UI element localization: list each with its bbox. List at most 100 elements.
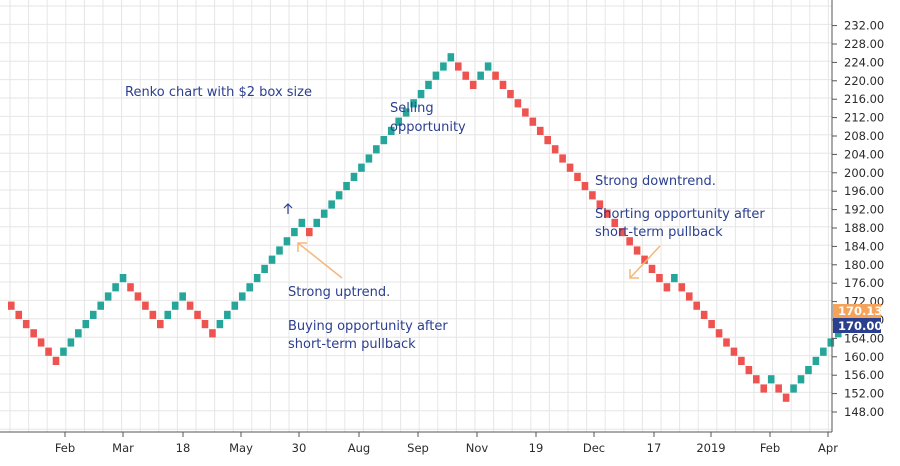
selling-annotation-line2: opportunity [390, 120, 466, 135]
brick-up [89, 310, 97, 319]
brick-up [246, 283, 253, 292]
brick-down [626, 237, 633, 246]
shorting-annotation-line2: short-term pullback [595, 225, 723, 240]
chart-title-annotation: Renko chart with $2 box size [125, 85, 312, 100]
brick-down [745, 366, 753, 375]
brick-down [499, 80, 507, 89]
y-tick-label: 220.00 [844, 74, 884, 88]
y-tick-label: 200.00 [844, 166, 884, 180]
selling-annotation-line1: Selling [390, 101, 434, 116]
brick-up [805, 366, 812, 375]
brick-up [827, 338, 835, 347]
brick-down [715, 329, 723, 338]
brick-down [656, 274, 663, 283]
brick-down [551, 145, 559, 154]
brick-up [276, 246, 283, 255]
brick-up [410, 99, 417, 108]
brick-up [343, 182, 350, 191]
brick-down [127, 283, 134, 292]
brick-down [596, 200, 604, 209]
brick-down [678, 283, 686, 292]
x-tick-label: 19 [529, 441, 544, 455]
grid [0, 0, 832, 432]
brick-up [767, 375, 775, 384]
brick-up [373, 145, 380, 154]
x-tick-label: Sep [407, 441, 429, 455]
brick-down [134, 292, 142, 301]
brick-up [328, 200, 335, 209]
brick-down [15, 310, 23, 319]
brick-down [663, 283, 671, 292]
brick-up [365, 154, 373, 163]
y-tick-label: 156.00 [844, 368, 884, 382]
brick-down [760, 384, 768, 393]
svg-text:170.13: 170.13 [838, 304, 882, 318]
up-arrow-marker [283, 203, 293, 214]
brick-down [611, 218, 619, 227]
brick-down [648, 264, 656, 273]
brick-up [298, 218, 306, 227]
brick-down [685, 292, 693, 301]
brick-up [425, 80, 432, 89]
y-tick-label: 152.00 [844, 387, 884, 401]
brick-up [82, 320, 90, 329]
x-tick-label: Apr [818, 441, 838, 455]
x-tick-label: Feb [760, 441, 780, 455]
buying-annotation-line1: Buying opportunity after [288, 319, 448, 334]
brick-down [633, 246, 641, 255]
x-tick-label: 30 [292, 441, 307, 455]
y-tick-label: 164.00 [844, 331, 884, 345]
brick-down [30, 329, 37, 338]
brick-down [514, 99, 522, 108]
brick-down [723, 338, 730, 347]
x-tick-label: May [229, 441, 253, 455]
x-axis-ticks: Feb Mar 18 May 30 Aug Sep Nov 19 Dec 17 2019 Feb Apr [55, 432, 838, 455]
brick-up [834, 329, 842, 338]
brick-up [350, 172, 358, 181]
brick-down [37, 338, 45, 347]
x-tick-label: Dec [583, 441, 605, 455]
brick-down [52, 356, 60, 365]
brick-down [201, 320, 209, 329]
brick-up [313, 218, 321, 227]
brick-up [75, 329, 82, 338]
brick-up [447, 53, 455, 62]
brick-up [432, 71, 440, 80]
brick-down [45, 347, 52, 356]
brick-up [164, 310, 172, 319]
brick-down [566, 163, 574, 172]
brick-down [775, 384, 782, 393]
y-tick-label: 184.00 [844, 239, 884, 253]
brick-up [253, 274, 261, 283]
y-tick-label: 204.00 [844, 147, 884, 161]
brick-down [306, 228, 313, 237]
brick-up [380, 136, 388, 145]
brick-up [67, 338, 75, 347]
x-tick-label: Aug [348, 441, 370, 455]
brick-up [216, 320, 224, 329]
price-badge-upper: 170.13 [833, 304, 882, 318]
brick-down [604, 209, 611, 218]
y-tick-label: 228.00 [844, 37, 884, 51]
brick-down [753, 375, 760, 384]
uptrend-arrow [297, 242, 343, 279]
brick-down [529, 117, 537, 126]
brick-down [782, 393, 790, 402]
uptrend-annotation: Strong uptrend. [288, 285, 390, 300]
y-tick-label: 232.00 [844, 19, 884, 33]
brick-up [97, 301, 104, 310]
brick-up [820, 347, 827, 356]
brick-down [455, 62, 462, 71]
x-tick-label: Feb [55, 441, 75, 455]
brick-up [171, 301, 179, 310]
y-tick-label: 212.00 [844, 111, 884, 125]
brick-up [671, 274, 678, 283]
y-tick-label: 196.00 [844, 184, 884, 198]
shorting-arrow [629, 245, 661, 279]
y-tick-label: 160.00 [844, 350, 884, 364]
brick-down [618, 228, 626, 237]
brick-down [149, 310, 157, 319]
svg-text:170.00: 170.00 [838, 319, 882, 333]
brick-up [402, 108, 410, 117]
brick-up [477, 71, 484, 80]
